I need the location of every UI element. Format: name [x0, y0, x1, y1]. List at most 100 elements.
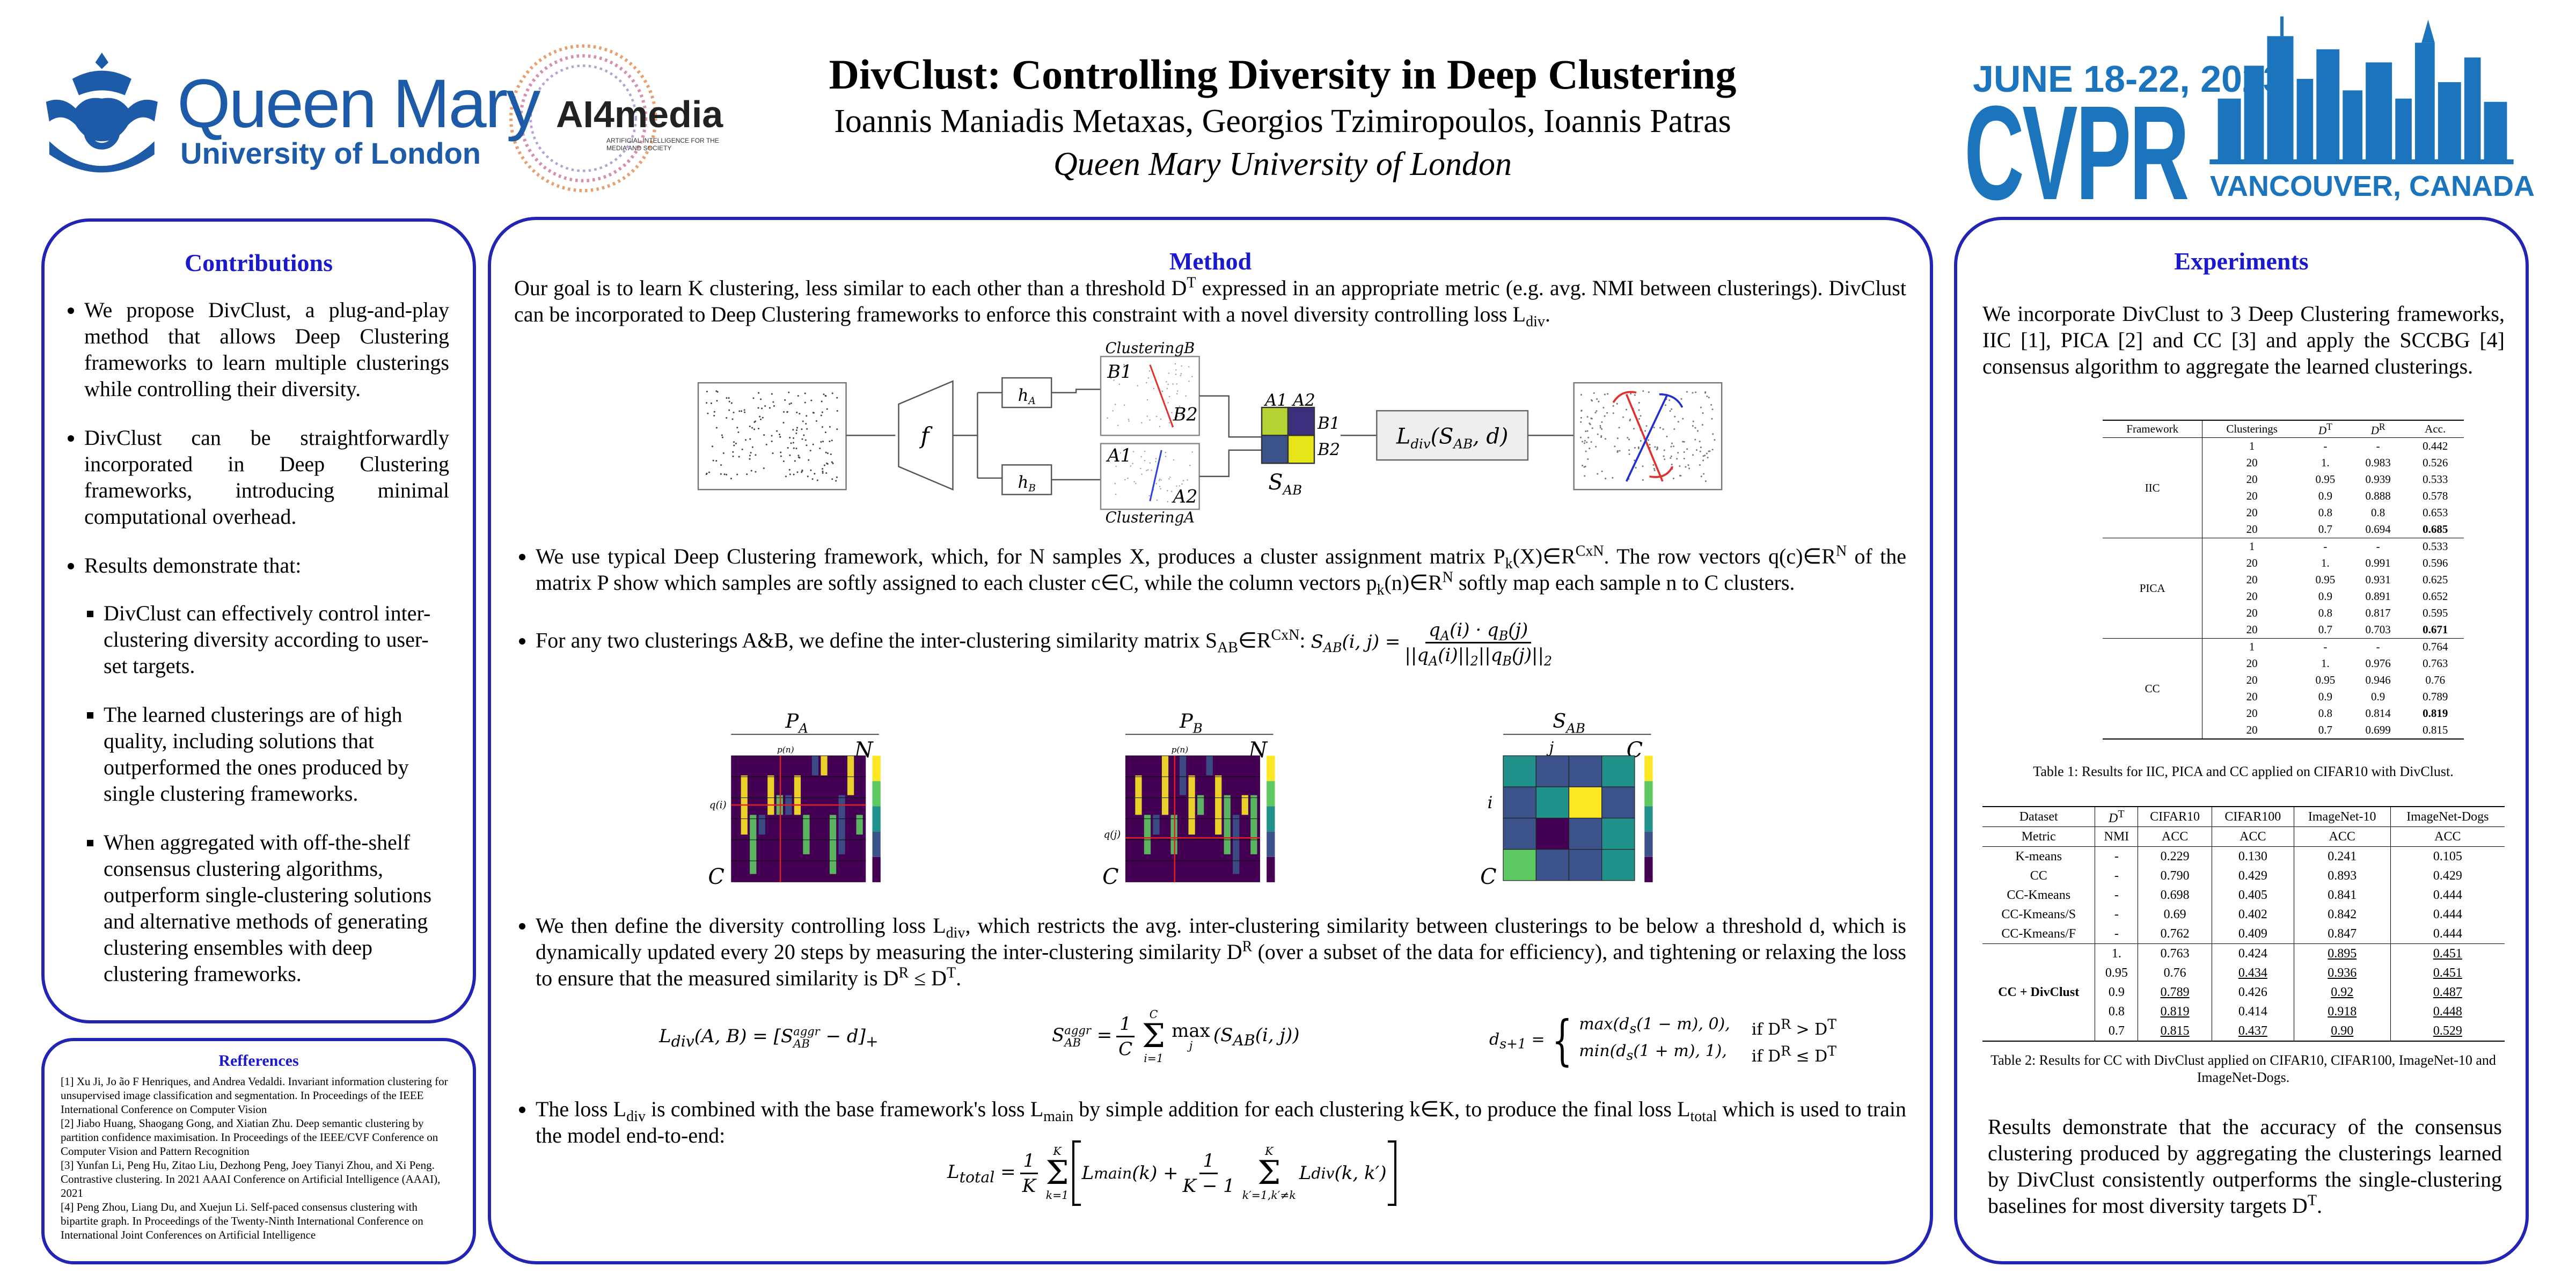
heatmap-side-label: q(j) — [1104, 829, 1121, 840]
colorbar — [872, 806, 881, 832]
header-cell: Framework — [2103, 420, 2203, 438]
table-cell: 0.8 — [2318, 707, 2333, 720]
sample-dot — [1179, 405, 1181, 407]
sample-dot — [808, 459, 810, 461]
text-run: S — [1268, 470, 1283, 495]
sub-list: DivClust can effectively control inter-c… — [84, 600, 449, 987]
text-run: C — [1118, 1038, 1133, 1060]
text-run — [2395, 98, 2412, 161]
sample-dot — [799, 413, 801, 415]
sample-dot — [733, 441, 735, 443]
sample-dot — [1699, 450, 1701, 452]
sample-dot — [814, 473, 816, 475]
sample-dot — [1616, 450, 1619, 452]
sample-dot — [763, 467, 765, 470]
sample-dot — [821, 426, 823, 428]
sample-dot — [1671, 442, 1673, 444]
sample-dot — [1686, 448, 1688, 450]
sample-dot — [809, 450, 811, 452]
table-cell: 0.763 — [2138, 943, 2212, 963]
sample-dot — [1679, 474, 1681, 477]
sample-dot — [1677, 421, 1679, 423]
sample-dot — [749, 458, 751, 460]
sample-dot — [1700, 446, 1702, 449]
table-cell: 0.437 — [2212, 1021, 2294, 1041]
sample-dot — [706, 472, 708, 474]
sample-dot — [1146, 382, 1147, 384]
colorbar — [1267, 781, 1275, 807]
sample-dot — [792, 429, 794, 431]
table-cell: 20 — [2246, 690, 2258, 703]
superscript: T — [1187, 274, 1196, 291]
text-run — [72, 70, 131, 96]
text-run: (k) + — [1132, 1162, 1179, 1184]
heatmap-cell — [811, 756, 819, 775]
sample-dot — [806, 415, 808, 417]
table-cell: 0.487 — [2433, 985, 2462, 999]
method-cell: CC + DivClust — [1982, 943, 2096, 1041]
table-cell: - — [2376, 640, 2380, 653]
header-cell: ImageNet-Dogs — [2406, 809, 2489, 824]
sample-dot — [1700, 475, 1702, 478]
sample-dot — [1682, 441, 1684, 443]
sample-dot — [1171, 491, 1173, 492]
header-cell: Acc. — [2425, 422, 2446, 435]
method-bullets: We then define the diversity controlling… — [514, 912, 1906, 1014]
table-cell: 0.699 — [2365, 723, 2391, 736]
superscript: R — [1781, 1043, 1791, 1059]
sample-dot — [1112, 367, 1114, 369]
table-cell: 20 — [2246, 523, 2258, 536]
sample-dot — [1176, 415, 1178, 418]
cluster-label: A2 — [1172, 486, 1198, 507]
sample-dot — [1616, 437, 1619, 440]
sample-dot — [1182, 480, 1184, 481]
table-cell: 0.9 — [2370, 690, 2385, 703]
threshold-update-formula: ds+1 ={max(ds(1 − m), 0), if DR > DT min(d… — [1489, 1009, 1836, 1072]
heatmap-bottom-label: C — [1480, 865, 1496, 889]
sample-dot — [1155, 482, 1157, 485]
text-run: S — [1052, 1024, 1065, 1046]
superscript: T — [947, 964, 956, 982]
table-cell: 20 — [2246, 456, 2258, 469]
sample-dot — [1647, 439, 1649, 441]
sample-dot — [1590, 441, 1592, 443]
text-run: AB — [1452, 436, 1473, 452]
text-run: h — [1018, 473, 1029, 492]
sample-dot — [1628, 449, 1630, 451]
text-run: AB — [1282, 482, 1302, 497]
sample-dot — [1619, 450, 1621, 452]
sample-dot — [796, 427, 799, 429]
text-run: max j — [1172, 1022, 1210, 1051]
sample-dot — [706, 402, 708, 404]
table-cell: CC — [1982, 866, 2096, 885]
sample-dot — [1680, 398, 1682, 400]
text-run — [1149, 364, 1174, 428]
sample-dot — [711, 445, 713, 448]
sample-dot — [1618, 427, 1620, 429]
sample-dot — [1591, 427, 1593, 429]
bullet: Results demonstrate that: DivClust can e… — [84, 552, 449, 987]
table-cell: 0.8 — [2370, 506, 2385, 519]
subscript: div — [1311, 1164, 1335, 1182]
sample-dot — [1124, 479, 1126, 481]
sample-dot — [752, 397, 755, 399]
sample-dot — [1179, 485, 1181, 487]
sample-dot — [1612, 412, 1614, 414]
superscript: N — [1442, 569, 1453, 586]
sample-dot — [1144, 460, 1146, 462]
colorbar — [1644, 756, 1653, 781]
table-row: 20 1. 0.983 0.526 — [2103, 455, 2464, 471]
table-cell: 1. — [2321, 657, 2330, 670]
sample-dot — [1155, 458, 1157, 459]
framework-cell: CC — [2103, 638, 2203, 739]
sample-dot — [804, 439, 807, 441]
section-heading: Contributions — [184, 249, 333, 276]
sample-dot — [1580, 421, 1582, 423]
sample-dot — [1629, 420, 1631, 422]
sample-dot — [713, 415, 715, 417]
sample-dot — [1614, 445, 1616, 448]
table-cell: 0.105 — [2433, 849, 2462, 863]
reference: [3] Yunfan Li, Peng Hu, Zitao Liu, Dezho… — [61, 1159, 441, 1199]
